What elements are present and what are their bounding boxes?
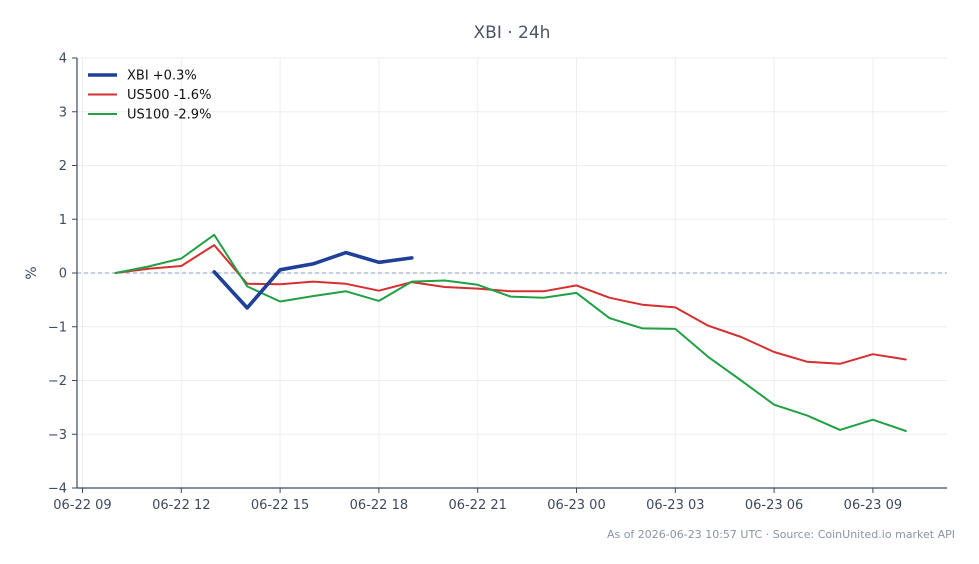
legend-label-xbi: XBI +0.3% — [127, 69, 197, 84]
y-tick-label: 3 — [59, 105, 67, 120]
series-line-us500 — [114, 244, 907, 365]
x-tick-label: 06-22 15 — [251, 498, 309, 513]
y-tick-label: 0 — [59, 267, 67, 282]
legend: XBI +0.3% US500 -1.6% US100 -2.9% — [88, 69, 211, 123]
x-tick-label: 06-22 21 — [448, 498, 506, 513]
series-line-xbi — [212, 250, 414, 310]
x-tick-label: 06-22 09 — [53, 498, 111, 513]
x-axis-ticks: 06-22 09 06-22 12 06-22 15 06-22 18 06-22 21… — [53, 488, 902, 513]
x-tick-label: 06-23 00 — [547, 498, 605, 513]
y-tick-label: 2 — [59, 159, 67, 174]
x-tick-label: 06-22 18 — [350, 498, 408, 513]
legend-label-us100: US100 -2.9% — [127, 108, 211, 123]
x-tick-label: 06-23 09 — [844, 498, 902, 513]
x-tick-label: 06-23 06 — [745, 498, 803, 513]
y-tick-label: 1 — [59, 213, 67, 228]
chart-title: XBI · 24h — [474, 23, 551, 43]
y-axis-ticks: 4 3 2 1 0 −1 −2 −3 −4 — [48, 52, 77, 497]
y-tick-label: −3 — [48, 428, 67, 443]
series-line-us100 — [114, 233, 907, 432]
y-tick-label: −2 — [48, 374, 67, 389]
y-tick-label: 4 — [59, 52, 67, 67]
y-tick-label: −4 — [48, 482, 67, 497]
series-lines — [114, 233, 907, 432]
footer-source-note: As of 2026-06-23 10:57 UTC · Source: Coi… — [607, 528, 955, 541]
x-tick-label: 06-23 03 — [646, 498, 704, 513]
x-tick-label: 06-22 12 — [152, 498, 210, 513]
y-tick-label: −1 — [48, 320, 67, 335]
legend-label-us500: US500 -1.6% — [127, 88, 211, 103]
y-axis-label: % — [24, 266, 40, 279]
